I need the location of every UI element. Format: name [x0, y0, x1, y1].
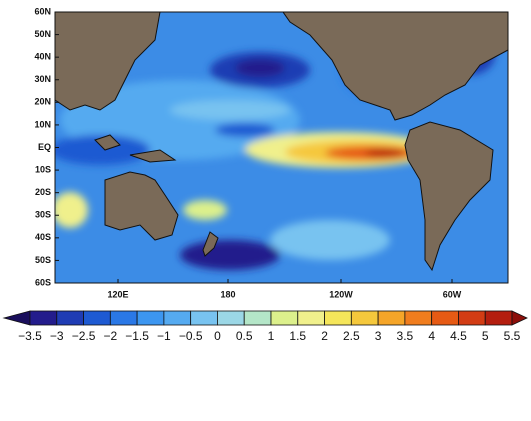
land	[55, 12, 508, 272]
colorbar-label: −3	[50, 329, 64, 343]
colorbar-swatch	[350, 310, 379, 326]
colorbar-label: 1.5	[289, 329, 306, 343]
colorbar-label: −1	[157, 329, 171, 343]
colorbar-label: −2	[103, 329, 117, 343]
colorbar-swatch	[136, 310, 165, 326]
lon-label: 120W	[329, 289, 353, 299]
colorbar-swatch	[431, 310, 459, 326]
lat-label: 10N	[34, 119, 51, 129]
lat-label: 20N	[34, 97, 51, 107]
colorbar-swatch	[377, 310, 406, 326]
lat-label: 50N	[34, 29, 51, 39]
colorbar-swatch	[243, 310, 272, 326]
lat-label: 20S	[35, 187, 51, 197]
colorbar-swatch	[83, 310, 111, 326]
lat-label: 30N	[34, 74, 51, 84]
colorbar-swatch	[270, 310, 299, 326]
colorbar-label: 4.5	[450, 329, 467, 343]
lon-label: 60W	[443, 289, 462, 299]
colorbar-label: 5.5	[504, 329, 521, 343]
map	[55, 12, 508, 283]
anomaly-field	[55, 13, 508, 270]
lat-label: 60S	[35, 277, 51, 287]
lat-label: 60N	[34, 6, 51, 16]
colorbar-swatch	[297, 310, 325, 326]
colorbar-label: −2.5	[72, 329, 96, 343]
colorbar-swatch	[190, 310, 218, 326]
colorbar-label: 3.5	[397, 329, 414, 343]
colorbar-label: 0.5	[236, 329, 253, 343]
lat-label: 50S	[35, 255, 51, 265]
colorbar-label: 2.5	[343, 329, 360, 343]
lon-label: 180	[220, 289, 235, 299]
colorbar-label: 1	[268, 329, 275, 343]
colorbar-swatch	[56, 310, 84, 326]
new-guinea	[129, 149, 177, 163]
colorbar-end	[511, 310, 528, 326]
south-america	[404, 121, 494, 272]
australia	[104, 171, 179, 241]
lat-label: EQ	[38, 142, 51, 152]
lat-label: 40S	[35, 232, 51, 242]
colorbar-swatch	[163, 310, 192, 326]
colorbar-label: 3	[375, 329, 382, 343]
lat-label: 10S	[35, 164, 51, 174]
colorbar-swatch	[109, 310, 138, 326]
colorbar-swatch	[217, 310, 245, 326]
colorbar-label: −1.5	[125, 329, 149, 343]
colorbar-label: 2	[321, 329, 328, 343]
colorbar-swatch	[29, 310, 58, 326]
colorbar-swatch	[404, 310, 433, 326]
colorbar-end	[2, 310, 31, 326]
colorbar-swatch	[484, 310, 513, 326]
islands	[94, 134, 121, 151]
colorbar-label: −3.5	[18, 329, 42, 343]
colorbar-swatch	[324, 310, 352, 326]
colorbar-label: −0.5	[179, 329, 203, 343]
colorbar-label: 0	[214, 329, 221, 343]
lat-label: 40N	[34, 52, 51, 62]
asia	[55, 12, 161, 111]
lat-label: 30S	[35, 210, 51, 220]
colorbar-label: 5	[482, 329, 489, 343]
colorbar-label: 4	[428, 329, 435, 343]
new-zealand	[202, 231, 219, 257]
north-america	[282, 12, 508, 121]
colorbar-swatch	[458, 310, 486, 326]
lon-label: 120E	[107, 289, 128, 299]
